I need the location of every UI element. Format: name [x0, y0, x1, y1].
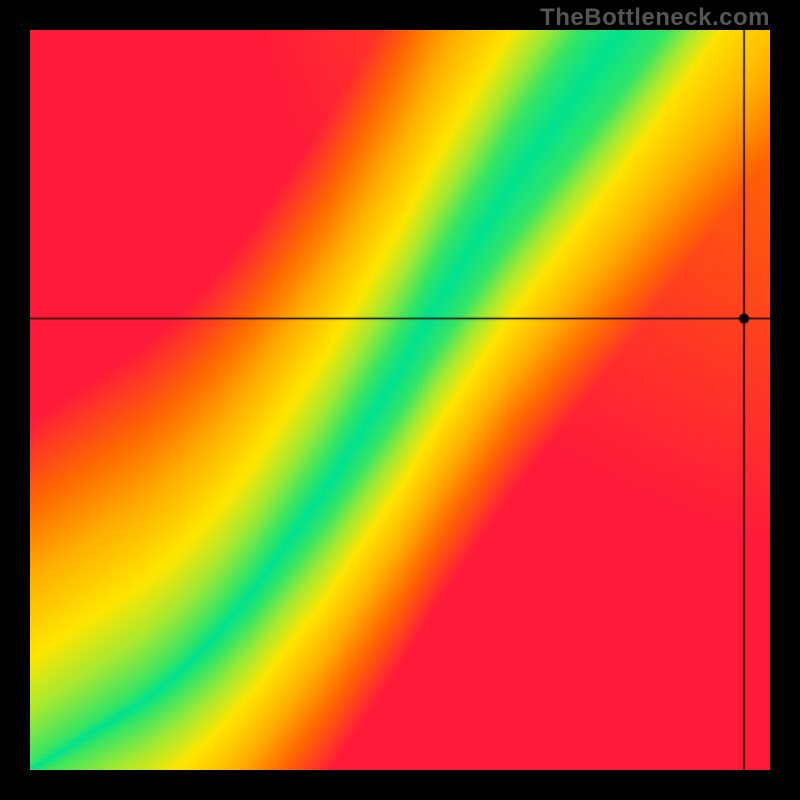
watermark-text: TheBottleneck.com — [540, 4, 770, 32]
crosshair-overlay — [30, 30, 770, 770]
